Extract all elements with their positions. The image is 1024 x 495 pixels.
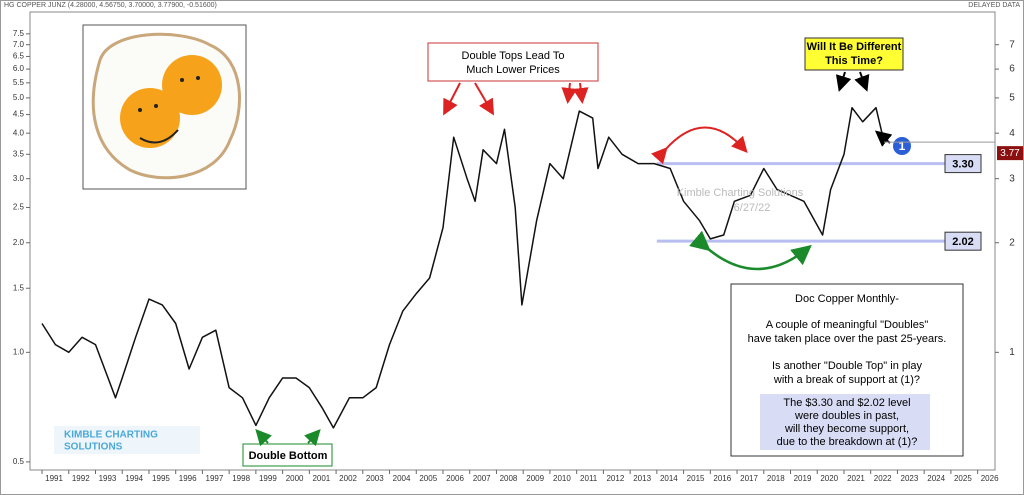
x-tick-label: 2015 xyxy=(687,474,705,483)
double-tops-box xyxy=(427,42,599,82)
x-tick-label: 2004 xyxy=(393,474,411,483)
different-text: This Time? xyxy=(825,55,883,67)
double-tops-text: Double Tops Lead To xyxy=(462,50,565,62)
textbox-title: Doc Copper Monthly- xyxy=(795,293,899,305)
textbox-line: were doubles in past, xyxy=(794,410,899,422)
level-box xyxy=(944,231,982,251)
double-bottom-text: Double Bottom xyxy=(249,450,328,462)
x-tick-label: 2002 xyxy=(339,474,357,483)
y2-tick-label: 4 xyxy=(1009,128,1015,139)
x-tick-label: 2012 xyxy=(606,474,624,483)
y-tick-label: 7.5 xyxy=(13,29,25,38)
x-tick-label: 2024 xyxy=(927,474,945,483)
x-tick-label: 2007 xyxy=(473,474,491,483)
x-tick-label: 2018 xyxy=(767,474,785,483)
textbox-line: have taken place over the past 25-years. xyxy=(748,333,947,345)
x-tick-label: 2008 xyxy=(500,474,518,483)
x-tick-label: 2019 xyxy=(794,474,812,483)
black-arrows xyxy=(835,71,893,147)
point-marker xyxy=(893,137,911,155)
textbox-line: Is another "Double Top" in play xyxy=(772,360,923,372)
y-tick-label: 6.5 xyxy=(13,52,25,61)
textbox-line: with a break of support at (1)? xyxy=(773,374,920,386)
x-tick-label: 2001 xyxy=(312,474,330,483)
x-tick-label: 2000 xyxy=(286,474,304,483)
level-label: 2.02 xyxy=(952,236,973,248)
x-tick-label: 2022 xyxy=(874,474,892,483)
text-box-highlight xyxy=(760,394,930,450)
y2-tick-label: 1 xyxy=(1009,347,1015,358)
double-bottom-box xyxy=(242,443,333,467)
y-tick-label: 7.0 xyxy=(13,40,25,49)
point-label: 1 xyxy=(899,139,906,153)
last-price-label: 3.77 xyxy=(1000,148,1020,159)
watermark: 6/27/22 xyxy=(734,202,771,214)
egg-image xyxy=(82,24,247,190)
double-tops-text: Much Lower Prices xyxy=(466,64,560,76)
arrows xyxy=(443,82,748,165)
y-tick-label: 3.0 xyxy=(13,174,25,183)
x-tick-label: 1994 xyxy=(125,474,143,483)
y-tick-label: 6.0 xyxy=(13,64,25,73)
last-price-box xyxy=(997,146,1023,161)
x-tick-label: 2016 xyxy=(713,474,731,483)
level-label: 3.30 xyxy=(952,159,973,171)
y2-tick-label: 2 xyxy=(1009,237,1015,248)
y-tick-label: 2.5 xyxy=(13,203,25,212)
x-tick-label: 2013 xyxy=(633,474,651,483)
x-tick-label: 1997 xyxy=(206,474,224,483)
textbox-line: due to the breakdown at (1)? xyxy=(777,436,918,448)
x-tick-label: 2006 xyxy=(446,474,464,483)
watermark: Kimble Charting Solutions xyxy=(677,187,804,199)
y-tick-label: 1.5 xyxy=(13,283,25,292)
x-tick-label: 2023 xyxy=(901,474,919,483)
x-tick-label: 1999 xyxy=(259,474,277,483)
green-arc xyxy=(689,230,812,271)
y-tick-label: 0.5 xyxy=(13,457,25,466)
y-tick-label: 4.0 xyxy=(13,128,25,137)
y-tick-label: 5.5 xyxy=(13,78,25,87)
x-tick-label: 2011 xyxy=(580,474,598,483)
x-tick-label: 2020 xyxy=(820,474,838,483)
x-tick-label: 1996 xyxy=(179,474,197,483)
level-box xyxy=(944,154,982,174)
y-tick-label: 3.5 xyxy=(13,149,25,158)
logo-text: SOLUTIONS xyxy=(64,442,123,453)
y2-tick-label: 7 xyxy=(1009,39,1015,50)
x-tick-label: 2009 xyxy=(526,474,544,483)
x-tick-label: 1991 xyxy=(45,474,63,483)
plot-area xyxy=(29,11,996,471)
textbox-line: will they become support, xyxy=(784,423,909,435)
y-tick-label: 5.0 xyxy=(13,93,25,102)
green-arrows xyxy=(255,429,321,447)
y2-tick-label: 5 xyxy=(1009,93,1015,104)
x-tick-label: 2025 xyxy=(954,474,972,483)
x-tick-label: 1998 xyxy=(232,474,250,483)
x-tick-label: 2017 xyxy=(740,474,758,483)
x-tick-label: 2010 xyxy=(553,474,571,483)
x-tick-label: 2003 xyxy=(366,474,384,483)
logo-bg xyxy=(54,426,200,454)
delayed: DELAYED DATA xyxy=(968,2,1020,9)
x-tick-label: 2014 xyxy=(660,474,678,483)
x-tick-label: 1995 xyxy=(152,474,170,483)
y2-tick-label: 6 xyxy=(1009,64,1015,75)
x-tick-label: 2021 xyxy=(847,474,865,483)
x-tick-label: 2005 xyxy=(419,474,437,483)
y-tick-label: 2.0 xyxy=(13,238,25,247)
header: HG COPPER JUNZ (4.28000, 4.56750, 3.7000… xyxy=(4,2,217,9)
different-text: Will It Be Different xyxy=(807,41,902,53)
y-tick-label: 4.5 xyxy=(13,110,25,119)
textbox-line: A couple of meaningful "Doubles" xyxy=(766,319,929,331)
logo-text: KIMBLE CHARTING xyxy=(64,430,158,441)
x-tick-label: 2026 xyxy=(981,474,999,483)
x-tick-label: 1993 xyxy=(99,474,117,483)
x-tick-label: 1992 xyxy=(72,474,90,483)
y-tick-label: 1.0 xyxy=(13,347,25,356)
price-line xyxy=(41,106,885,429)
different-box xyxy=(804,37,904,71)
textbox-line: The $3.30 and $2.02 level xyxy=(783,397,910,409)
y2-tick-label: 3 xyxy=(1009,173,1015,184)
